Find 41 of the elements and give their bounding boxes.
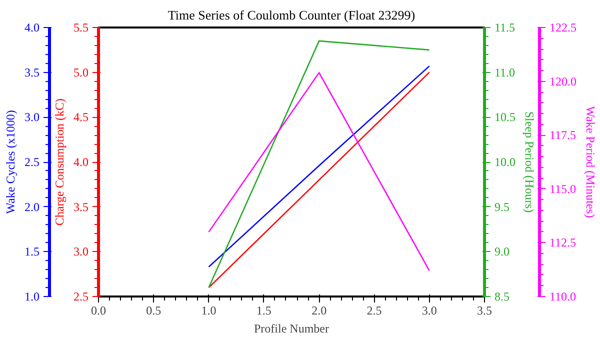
y3-tick-label: 10.0	[494, 155, 516, 169]
y2-tick-label: 3.5	[24, 65, 40, 80]
y2-tick-label: 2.0	[24, 200, 40, 214]
y-tick-label: 3.5	[74, 200, 88, 214]
y-tick-label: 112.5	[550, 236, 576, 250]
y-tick-label: 115.0	[550, 182, 576, 196]
y-tick-label: 5.0	[74, 65, 88, 80]
y-tick-label: 4.5	[74, 110, 88, 124]
y3-tick-label: 9.5	[494, 200, 510, 214]
y-tick-label: 120.0	[550, 74, 576, 88]
y-tick-label: 4.0	[74, 155, 88, 169]
y-tick-label: 110.0	[550, 290, 576, 304]
x-tick-label: 1.5	[256, 304, 272, 318]
y2-tick-label: 1.0	[24, 290, 40, 304]
x-axis-title: Profile Number	[254, 322, 329, 336]
y-tick-label: 122.5	[550, 20, 576, 34]
x-tick-label: 0.0	[91, 304, 106, 318]
y2-tick-label: 3.0	[24, 110, 40, 124]
x-tick-label: 3.0	[422, 304, 437, 318]
y3-tick-label: 9.0	[494, 244, 510, 259]
x-tick-label: 0.5	[146, 304, 162, 318]
y-tick-label: 5.5	[74, 20, 88, 34]
y3-axis-title: Sleep Period (Hours)	[522, 111, 536, 213]
y2-axis-title: Wake Cycles (x1000)	[4, 110, 18, 214]
y2-tick-label: 1.5	[24, 244, 40, 259]
y3-tick-label: 8.5	[494, 290, 510, 304]
y3-tick-label: 10.5	[494, 110, 516, 124]
y3-tick-label: 11.0	[494, 65, 516, 80]
x-tick-label: 2.5	[366, 304, 382, 318]
y-axis-title: Wake Period (Minutes)	[584, 106, 598, 218]
y-axis-title: Charge Consumption (kC)	[52, 98, 66, 226]
y-tick-label: 3.0	[74, 244, 88, 259]
chart-title: Time Series of Coulomb Counter (Float 23299)	[168, 8, 416, 22]
x-tick-label: 1.0	[201, 304, 216, 318]
y2-tick-label: 2.5	[24, 155, 40, 169]
x-tick-label: 2.0	[312, 304, 327, 318]
x-tick-label: 3.5	[477, 304, 492, 318]
y-tick-label: 117.5	[550, 128, 576, 142]
y-tick-label: 2.5	[74, 290, 88, 304]
y3-tick-label: 11.5	[494, 20, 516, 34]
y2-tick-label: 4.0	[24, 20, 40, 34]
